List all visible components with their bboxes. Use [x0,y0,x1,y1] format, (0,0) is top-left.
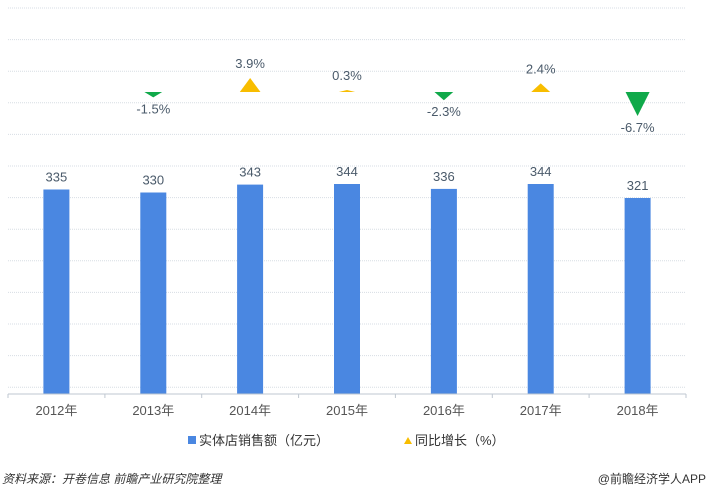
growth-triangle [338,90,356,92]
legend-growth-label: 同比增长（%） [415,433,505,448]
x-tick-label: 2012年 [35,403,77,418]
legend: 实体店销售额（亿元） 同比增长（%） [188,433,505,448]
growth-value-label: 0.3% [332,68,362,83]
x-tick-label: 2013年 [132,403,174,418]
bar [334,184,360,394]
x-tick-label: 2016年 [423,403,465,418]
bar-value-label: 330 [142,173,164,188]
bar [430,188,457,394]
legend-bar-label: 实体店销售额（亿元） [199,433,329,448]
legend-bar-swatch [188,436,196,444]
bar [237,184,264,394]
combo-chart: 335 330 343 344 336 344 321 -1.5% 3.9% 0.3% -2.3%… [7,7,687,448]
growth-value-labels: -1.5% 3.9% 0.3% -2.3% 2.4% -6.7% [136,56,655,135]
source-note: 资料来源：开卷信息 前瞻产业研究院整理 [2,472,222,486]
footer: 资料来源：开卷信息 前瞻产业研究院整理 @前瞻经济学人APP [0,466,710,490]
growth-triangle [144,92,163,98]
x-tick-label: 2015年 [326,403,368,418]
bar-series [43,184,651,394]
bar-value-label: 343 [239,165,261,180]
growth-triangle [531,83,551,92]
growth-triangle [239,78,261,92]
growth-triangle [625,92,650,116]
bar-value-label: 336 [433,169,455,184]
growth-value-label: 2.4% [526,61,556,76]
bar-value-labels: 335 330 343 344 336 344 321 [46,164,649,193]
brand-credit: @前瞻经济学人APP [597,472,706,486]
growth-markers [144,78,650,116]
legend-growth-swatch [404,437,412,444]
bar [527,184,554,394]
x-tick-label: 2017年 [520,403,562,418]
x-axis: 2012年 2013年 2014年 2015年 2016年 2017年 2018年 [7,393,687,418]
bar [624,198,651,394]
bar-value-label: 344 [336,164,358,179]
growth-value-label: -6.7% [621,120,655,135]
growth-value-label: -2.3% [427,104,461,119]
growth-value-label: -1.5% [136,101,170,116]
growth-value-label: 3.9% [235,56,265,71]
bar [43,189,70,394]
growth-triangle [434,92,454,101]
x-tick-label: 2014年 [229,403,271,418]
bar-value-label: 321 [627,178,649,193]
x-tick-label: 2018年 [617,403,659,418]
bar [140,192,167,394]
bar-value-label: 344 [530,164,552,179]
bar-value-label: 335 [46,170,68,185]
